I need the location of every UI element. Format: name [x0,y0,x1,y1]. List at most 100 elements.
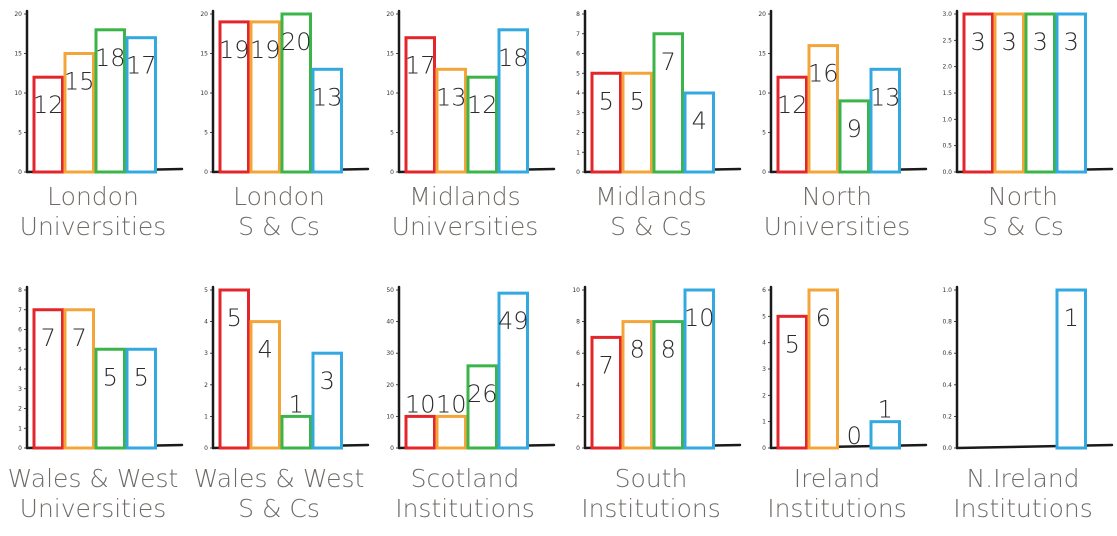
y-tick-label: 10 [14,90,22,97]
y-tick-label: 6 [18,327,22,334]
data-label: 10 [436,390,467,418]
y-tick-label: 3 [762,366,766,373]
chart-caption-line: S & Cs [610,212,692,241]
y-tick-label: 0 [390,169,394,176]
data-label: 4 [692,107,707,135]
bar [125,347,157,450]
chart-caption: Ireland Institutions [744,464,930,524]
y-tick-label: 0.5 [942,143,952,150]
data-label: 3 [1033,28,1048,56]
y-tick-label: 6 [576,51,580,58]
data-label: 18 [95,44,126,72]
y-tick-label: 8 [576,319,580,326]
data-label: 3 [971,28,986,56]
y-tick-label: 4 [204,319,208,326]
data-label: 5 [103,363,118,391]
y-tick-label: 8 [576,11,580,18]
data-label: 7 [41,324,56,352]
bar [590,71,622,174]
data-label: 4 [258,336,273,364]
y-tick-label: 2 [576,130,580,137]
chart-caption-line: Ireland [793,464,881,493]
data-label: 19 [219,36,250,64]
chart-caption-line: North [802,182,872,211]
y-tick-label: 6 [576,350,580,357]
data-label: 17 [405,52,436,80]
bar [497,28,529,174]
chart-panel: 0 1 2 3 4 5 6 7 8 7 7 5 5 Wales & West Universities [0,276,186,536]
bar [869,420,901,450]
data-label: 12 [777,91,808,119]
bar [466,75,498,174]
chart-caption: London Universities [0,182,186,242]
data-label: 13 [312,83,343,111]
y-tick-label: 15 [386,51,394,58]
data-label: 7 [599,351,614,379]
data-label: 3 [1064,28,1079,56]
bar [683,91,715,174]
y-tick-label: 2.5 [942,37,952,44]
data-label: 5 [630,87,645,115]
chart-panel: 0 5 10 15 20 17 13 12 18 Midlands Universities [372,0,558,260]
chart-panel: 0.0 0.2 0.4 0.6 0.8 1.0 1 N.Ireland Institutions [930,276,1116,536]
bar [683,288,715,450]
bar [652,32,684,174]
chart-caption-line: Midlands [409,182,521,211]
chart-panel: 0 2 4 6 8 10 7 8 8 10 South Institutions [558,276,744,536]
chart-caption: South Institutions [558,464,744,524]
chart-panel: 0 1 2 3 4 5 5 4 1 3 Wales & West S & Cs [186,276,372,536]
chart-caption: Wales & West S & Cs [186,464,372,524]
bar-chart: 0.0 0.2 0.4 0.6 0.8 1.0 1 [942,285,1114,452]
chart-caption-line: London [233,182,325,211]
chart-caption-line: Institutions [581,494,721,523]
y-tick-label: 3.0 [942,11,952,18]
y-tick-label: 1.5 [942,90,952,97]
chart-caption-line: Universities [391,212,539,241]
data-label: 5 [785,330,800,358]
y-tick-label: 0 [204,445,208,452]
bar [1024,12,1056,174]
y-tick-label: 1 [18,425,22,432]
data-label: 49 [498,307,529,335]
bar [125,36,157,174]
y-tick-label: 8 [18,287,22,294]
bar [776,314,808,450]
bar [404,414,436,450]
y-tick-label: 3 [18,386,22,393]
data-label: 10 [405,390,436,418]
y-tick-label: 0 [18,169,22,176]
y-tick-label: 0 [18,445,22,452]
bar [993,12,1025,174]
chart-caption-line: London [47,182,139,211]
data-label: 3 [1002,28,1017,56]
chart-caption-line: N.Ireland [966,464,1080,493]
bar [249,20,281,174]
bar [94,28,126,174]
y-tick-label: 0.8 [942,319,952,326]
y-tick-label: 2 [576,413,580,420]
chart-panel: 0 5 10 15 20 12 16 9 13 North Universities [744,0,930,260]
data-label: 18 [498,44,529,72]
chart-caption-line: S & Cs [238,494,320,523]
y-tick-label: 6 [762,287,766,294]
chart-caption: North Universities [744,182,930,242]
y-tick-label: 4 [576,382,580,389]
y-tick-label: 4 [762,340,766,347]
chart-caption: London S & Cs [186,182,372,242]
data-label: 19 [250,36,281,64]
data-label: 13 [870,83,901,111]
chart-caption-line: Institutions [395,494,535,523]
bar [869,67,901,174]
bar [32,75,64,174]
bar-chart: 0.00.51.01.52.02.53.03 3 3 3 [942,9,1114,176]
chart-caption-line: Wales & West [7,464,179,493]
y-tick-label: 0.2 [942,413,952,420]
bar [435,67,467,174]
y-tick-label: 1.0 [942,287,952,294]
y-tick-label: 5 [390,130,394,137]
chart-caption-line: Institutions [953,494,1093,523]
y-tick-label: 30 [386,350,394,357]
